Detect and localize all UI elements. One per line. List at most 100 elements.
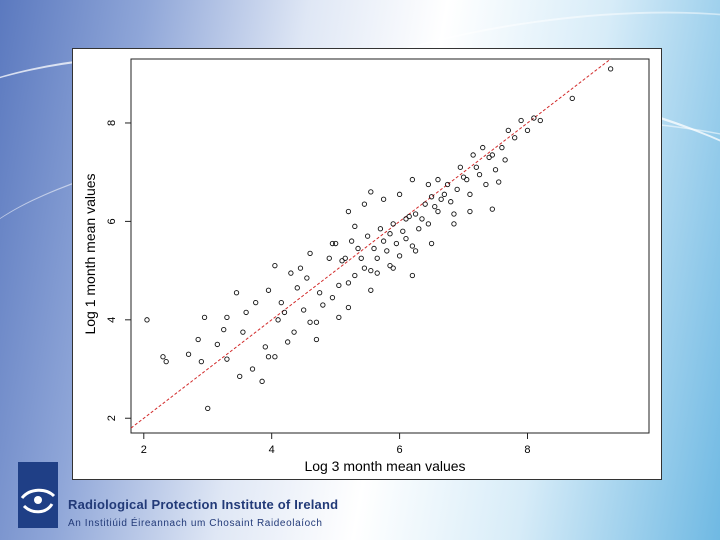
data-point — [441, 191, 448, 197]
data-point — [307, 319, 313, 325]
data-point — [364, 233, 371, 239]
data-point — [387, 263, 393, 269]
data-point — [205, 405, 211, 412]
data-point — [201, 314, 208, 321]
data-point — [361, 201, 368, 207]
data-point — [569, 95, 575, 102]
data-point — [416, 226, 422, 232]
y-tick-label: 4 — [106, 317, 118, 323]
data-point — [237, 373, 243, 380]
data-point — [396, 253, 403, 259]
data-point — [374, 255, 380, 261]
data-point — [371, 245, 377, 252]
data-point — [317, 290, 323, 296]
data-point — [160, 354, 166, 360]
data-point — [224, 314, 230, 321]
y-tick-label: 2 — [106, 415, 118, 421]
data-point — [262, 344, 268, 350]
data-point — [396, 191, 403, 197]
data-point — [607, 66, 614, 72]
data-point — [451, 221, 457, 227]
data-point — [368, 267, 374, 274]
data-point — [361, 265, 368, 271]
data-point — [428, 240, 435, 247]
data-point — [518, 117, 524, 124]
data-point — [288, 270, 294, 276]
data-point — [531, 115, 537, 121]
data-point — [185, 351, 192, 357]
organization-name-irish: An Institiúid Éireannach um Chosaint Rai… — [68, 518, 323, 529]
data-point — [419, 216, 425, 222]
data-point — [390, 265, 396, 271]
data-point — [409, 243, 416, 249]
scatter-chart-panel: 2 4 6 8 2 4 6 8 Log 3 month mean values Log 1 … — [72, 48, 662, 480]
reference-line — [130, 58, 611, 429]
data-point — [435, 208, 441, 215]
data-point — [320, 302, 326, 308]
data-point — [163, 358, 169, 365]
data-point — [412, 211, 419, 217]
data-point — [425, 181, 432, 188]
data-point — [489, 206, 495, 212]
data-point — [198, 358, 204, 365]
y-tick-label: 6 — [106, 218, 118, 224]
hands-logo-icon — [20, 488, 56, 514]
data-point — [304, 275, 310, 281]
organization-name: Radiological Protection Institute of Ire… — [68, 497, 339, 512]
data-point — [457, 164, 463, 170]
data-point — [403, 216, 409, 222]
footer-branding: Radiological Protection Institute of Ire… — [18, 462, 720, 540]
x-axis-label: Log 3 month mean values — [304, 458, 465, 474]
data-point — [489, 152, 495, 158]
data-point — [499, 144, 505, 151]
data-point — [444, 181, 451, 188]
data-point — [435, 176, 441, 183]
data-point — [537, 117, 543, 124]
data-point — [224, 356, 230, 362]
data-point — [195, 336, 201, 343]
data-point — [336, 282, 342, 289]
plot-frame — [130, 58, 650, 434]
x-tick-label: 8 — [524, 444, 530, 456]
data-point — [329, 295, 336, 301]
data-point — [374, 270, 380, 276]
data-point — [345, 280, 352, 286]
data-point — [307, 250, 313, 257]
data-point — [422, 201, 428, 207]
y-tick-label: 8 — [106, 120, 118, 126]
data-point — [294, 285, 300, 291]
data-point — [467, 208, 473, 215]
data-point — [243, 309, 249, 316]
data-point — [291, 329, 297, 335]
data-point — [384, 248, 390, 254]
y-axis-label: Log 1 month mean values — [82, 173, 98, 334]
data-point — [352, 223, 358, 229]
data-point — [505, 127, 511, 134]
data-point — [412, 248, 419, 254]
data-point — [454, 186, 460, 193]
data-point — [496, 179, 502, 185]
data-point — [502, 157, 508, 163]
data-point — [249, 366, 256, 372]
data-point — [259, 378, 265, 384]
data-point — [265, 354, 272, 360]
data-point — [352, 272, 358, 279]
data-point — [470, 152, 476, 158]
data-point — [460, 174, 467, 180]
data-point — [476, 171, 483, 178]
data-point — [409, 176, 416, 183]
scatter-chart: 2 4 6 8 2 4 6 8 Log 3 month mean values Log 1 … — [82, 58, 650, 474]
data-point — [409, 272, 416, 279]
data-point — [438, 196, 444, 202]
data-point — [355, 245, 361, 252]
data-point — [473, 164, 479, 170]
data-point — [342, 255, 348, 261]
data-point — [336, 314, 342, 321]
data-point — [380, 238, 387, 244]
data-point — [403, 235, 409, 242]
data-point — [512, 135, 518, 141]
data-point — [368, 287, 374, 293]
data-point — [428, 194, 435, 200]
data-point — [390, 221, 396, 227]
x-tick-label: 6 — [397, 444, 403, 456]
